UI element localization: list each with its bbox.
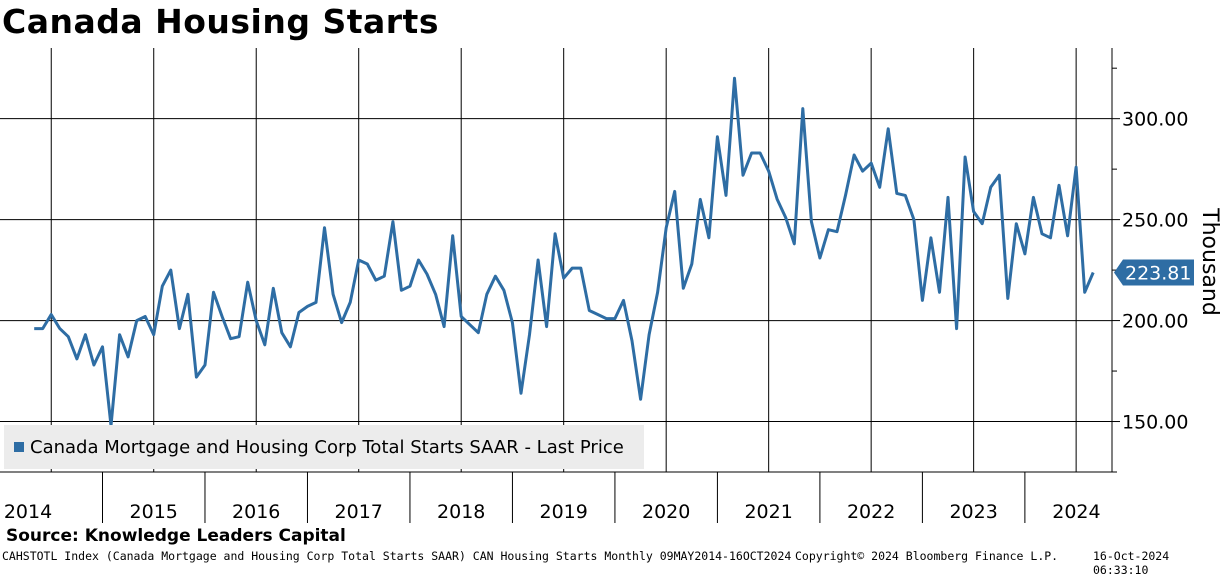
y-tick-labels: 150.00 200.00 250.00 300.00: [1122, 109, 1188, 434]
x-tick-label: 2017: [335, 501, 383, 523]
last-value-marker: 223.81: [1114, 259, 1194, 286]
footer-timestamp: 16-Oct-2024 06:33:10: [1093, 549, 1170, 577]
x-tick-label: 2019: [540, 501, 588, 523]
chart-title: Canada Housing Starts: [2, 2, 439, 41]
x-tick-label: 2016: [232, 501, 280, 523]
axes: [0, 48, 1120, 523]
legend-label: Canada Mortgage and Housing Corp Total S…: [30, 436, 624, 458]
last-value-label: 223.81: [1125, 262, 1191, 284]
x-tick-label: 2023: [949, 501, 997, 523]
source-note: Source: Knowledge Leaders Capital: [6, 526, 346, 546]
grid-lines: [0, 48, 1112, 472]
x-tick-labels: 2014 2015 2016 2017 2018 2019 2020 2021 2022 2023…: [4, 501, 1101, 523]
footer-description: CAHSTOTL Index (Canada Mortgage and Hous…: [2, 549, 792, 563]
x-tick-label: 2014: [4, 501, 52, 523]
last-value-box: [1114, 259, 1194, 286]
y-axis-label: Thousand: [1197, 207, 1222, 316]
y-tick-label: 150.00: [1122, 412, 1188, 434]
y-tick-label: 250.00: [1122, 210, 1188, 232]
legend-swatch: [14, 442, 24, 452]
legend: Canada Mortgage and Housing Corp Total S…: [4, 425, 644, 469]
x-tick-label: 2020: [642, 501, 690, 523]
x-tick-label: 2022: [847, 501, 895, 523]
footer-copyright: Copyright© 2024 Bloomberg Finance L.P.: [795, 549, 1059, 563]
x-tick-label: 2018: [437, 501, 485, 523]
series-line: [34, 76, 1095, 428]
y-tick-label: 200.00: [1122, 311, 1188, 333]
x-tick-label: 2021: [744, 501, 792, 523]
x-tick-label: 2015: [130, 501, 178, 523]
x-tick-label: 2024: [1052, 501, 1100, 523]
y-tick-label: 300.00: [1122, 109, 1188, 131]
